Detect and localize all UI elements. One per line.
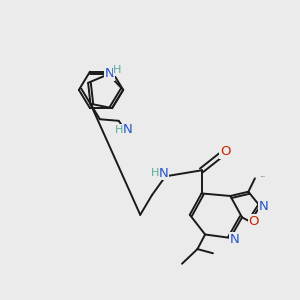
Text: N: N	[259, 200, 269, 213]
Text: H: H	[113, 65, 122, 75]
Text: N: N	[230, 233, 239, 246]
Text: N: N	[158, 167, 168, 180]
Text: O: O	[220, 146, 231, 158]
Text: H: H	[115, 125, 123, 135]
Text: N: N	[105, 68, 115, 80]
Text: H: H	[113, 66, 122, 76]
Text: O: O	[248, 215, 259, 228]
Text: N: N	[105, 67, 115, 80]
Text: H: H	[151, 168, 159, 178]
Text: methyl: methyl	[261, 176, 266, 177]
Text: N: N	[123, 123, 132, 136]
